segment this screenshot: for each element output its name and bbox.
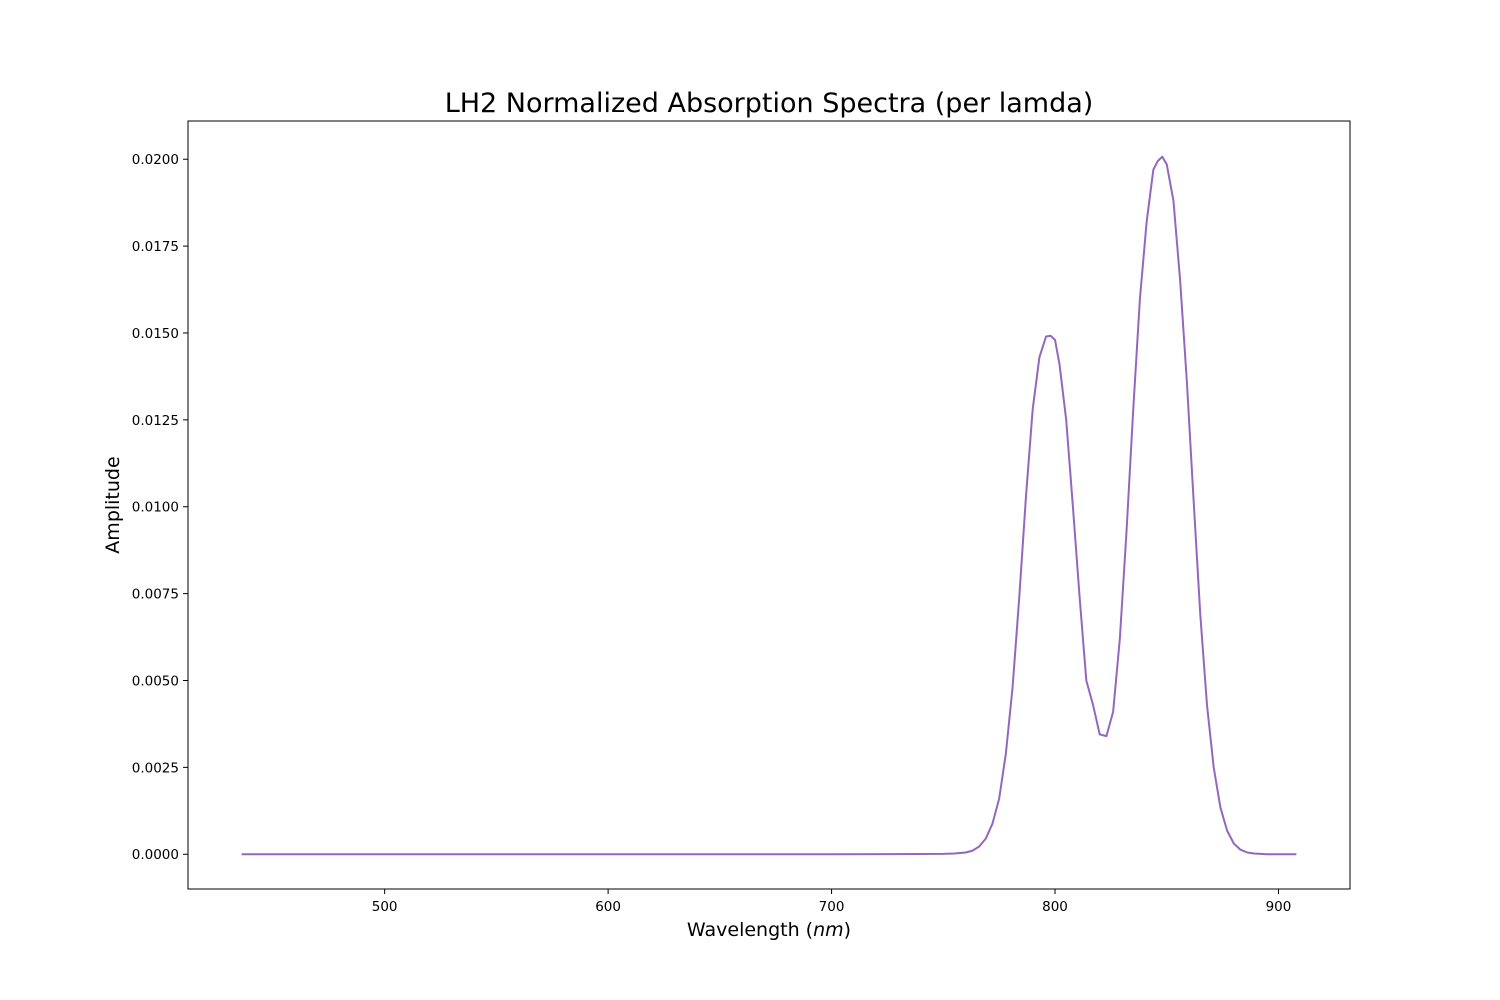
x-tick-label: 600 [595, 899, 621, 915]
x-tick-label: 900 [1266, 899, 1292, 915]
x-axis-label-unit: nm [813, 919, 844, 941]
x-axis-ticks: 500 600 700 800 900 [372, 889, 1292, 915]
y-tick-label: 0.0100 [132, 500, 179, 516]
x-axis-label-prefix: Wavelength ( [687, 919, 813, 941]
y-tick-label: 0.0075 [132, 587, 179, 603]
y-axis-ticks: 0.0000 0.0025 0.0050 0.0075 0.0100 0.0125 0.01… [132, 152, 188, 863]
plot-frame [187, 120, 1351, 890]
y-tick-label: 0.0000 [132, 847, 179, 863]
series-line [241, 155, 1297, 856]
x-tick-label: 500 [372, 899, 398, 915]
y-tick-label: 0.0050 [132, 673, 179, 689]
x-tick-label: 800 [1042, 899, 1068, 915]
y-tick-label: 0.0200 [132, 152, 179, 168]
y-tick-label: 0.0175 [132, 239, 179, 255]
x-axis-label-suffix: ) [844, 919, 851, 941]
y-tick-label: 0.0150 [132, 326, 179, 342]
x-tick-label: 700 [819, 899, 845, 915]
x-axis-label: Wavelength (nm) [687, 919, 851, 941]
y-tick-label: 0.0025 [132, 760, 179, 776]
chart-title: LH2 Normalized Absorption Spectra (per l… [445, 88, 1094, 119]
y-tick-label: 0.0125 [132, 413, 179, 429]
y-axis-label: Amplitude [102, 456, 124, 553]
